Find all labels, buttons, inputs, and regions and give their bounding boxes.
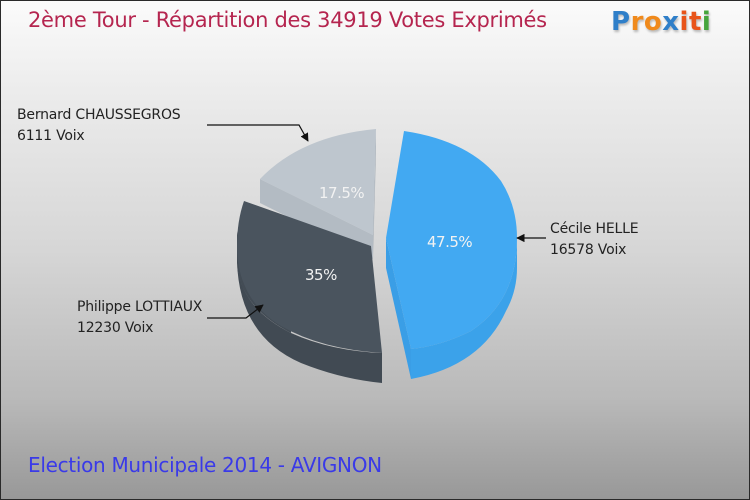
callout-arrow-lottiaux (207, 304, 264, 319)
chart-title: 2ème Tour - Répartition des 34919 Votes … (28, 8, 547, 32)
candidate-votes: 16578 Voix (550, 242, 627, 258)
pct-label-lottiaux: 35% (305, 266, 337, 284)
candidate-name: Cécile HELLE (550, 221, 639, 237)
label-helle: Cécile HELLE 16578 Voix (550, 219, 639, 261)
logo-x-icon: x (662, 7, 680, 37)
pct-label-helle: 47.5% (427, 233, 472, 251)
label-lottiaux: Philippe LOTTIAUX 12230 Voix (77, 297, 202, 339)
election-subtitle: Election Municipale 2014 - AVIGNON (28, 453, 382, 477)
candidate-name: Philippe LOTTIAUX (77, 299, 203, 315)
candidate-votes: 12230 Voix (77, 320, 154, 336)
slice-lottiaux[interactable] (237, 201, 382, 383)
candidate-votes: 6111 Voix (17, 128, 85, 144)
label-chaussegros: Bernard CHAUSSEGROS 6111 Voix (17, 105, 181, 147)
slice-helle[interactable] (386, 131, 517, 379)
candidate-name: Bernard CHAUSSEGROS (17, 107, 181, 123)
proxiti-logo[interactable]: Proxiti (611, 7, 712, 37)
callout-arrow-chaussegros (207, 124, 309, 142)
pct-label-chaussegros: 17.5% (319, 184, 364, 202)
